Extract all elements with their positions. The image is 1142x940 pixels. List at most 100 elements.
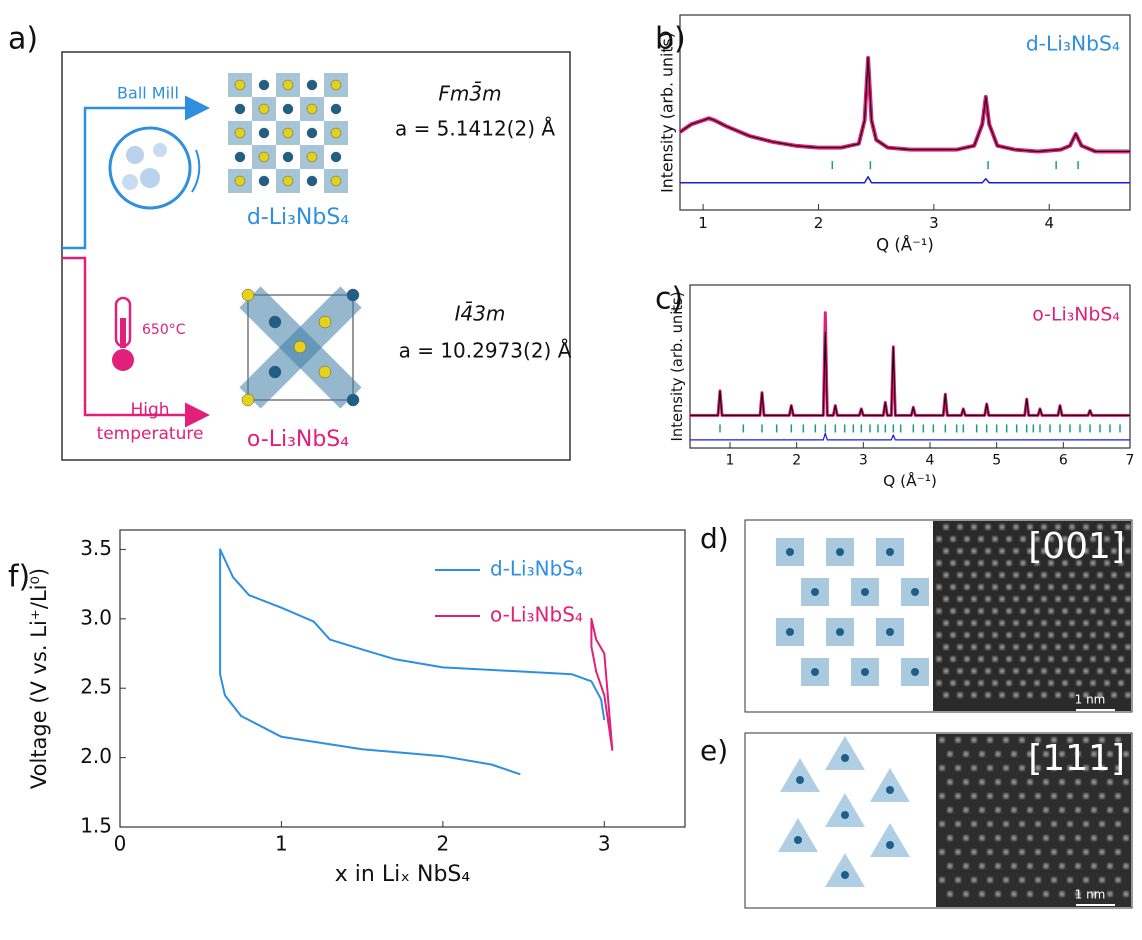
stem-dot xyxy=(936,608,942,614)
temperature-label: 650°C xyxy=(142,322,186,338)
stem-dot xyxy=(1055,668,1061,674)
atom xyxy=(330,79,342,91)
stem-dot xyxy=(999,692,1005,698)
stem-dot xyxy=(1062,536,1068,542)
data-line xyxy=(690,311,1130,417)
stem-dot xyxy=(1043,863,1049,869)
stem-dot xyxy=(955,877,961,883)
stem-dot xyxy=(971,692,977,698)
stem-dot xyxy=(1027,751,1033,757)
stem-dot xyxy=(964,680,970,686)
stem-dot xyxy=(1091,835,1097,841)
stem-dot xyxy=(1003,765,1009,771)
stem-dot xyxy=(978,680,984,686)
stem-dot xyxy=(1027,572,1033,578)
stem-dot xyxy=(971,849,977,855)
atom xyxy=(268,365,282,379)
stem-dot xyxy=(1107,863,1113,869)
synthesis-diagram: a) Ball Mill 650°C High temperature Fm3̄… xyxy=(8,22,572,461)
stem-dot xyxy=(995,807,1001,813)
stem-dot xyxy=(939,877,945,883)
stem-dot xyxy=(1125,668,1131,674)
stem-dot xyxy=(1043,891,1049,897)
x-tick-label: 6 xyxy=(1059,453,1068,469)
stem-dot xyxy=(1035,737,1041,743)
stem-dot xyxy=(1090,560,1096,566)
stem-dot xyxy=(1097,524,1103,530)
stem-dot xyxy=(1027,807,1033,813)
stem-dot xyxy=(985,644,991,650)
stem-dot xyxy=(957,572,963,578)
stem-dot xyxy=(987,737,993,743)
stem-dot xyxy=(1104,536,1110,542)
stem-dot xyxy=(1048,656,1054,662)
stem-dot xyxy=(1041,572,1047,578)
stem-dot xyxy=(985,548,991,554)
atom xyxy=(258,127,270,139)
stem-dot xyxy=(1011,807,1017,813)
stem-dot xyxy=(995,863,1001,869)
stem-dot xyxy=(1011,891,1017,897)
stem-dot xyxy=(1006,608,1012,614)
stem-dot xyxy=(985,572,991,578)
stem-dot xyxy=(995,835,1001,841)
stem-image xyxy=(933,521,1131,711)
stem-dot xyxy=(1115,849,1121,855)
stem-image xyxy=(936,734,1131,907)
stem-dot xyxy=(1020,560,1026,566)
stem-dot xyxy=(950,656,956,662)
stem-dot xyxy=(1083,620,1089,626)
stem-dot xyxy=(971,572,977,578)
atom xyxy=(794,836,802,844)
stem-dot xyxy=(1091,807,1097,813)
stem-dot xyxy=(1051,793,1057,799)
stem-dot xyxy=(950,632,956,638)
stem-dot xyxy=(1115,793,1121,799)
x-axis-label: Q (Å⁻¹) xyxy=(883,471,937,490)
stem-dot xyxy=(1003,877,1009,883)
stem-dot xyxy=(939,821,945,827)
stem-dot xyxy=(992,560,998,566)
y-tick-label: 2.5 xyxy=(80,675,112,699)
stem-dot xyxy=(1097,548,1103,554)
stem-dot xyxy=(985,524,991,530)
stem-dot xyxy=(1027,692,1033,698)
stem-dot xyxy=(1076,560,1082,566)
stem-dot xyxy=(1006,656,1012,662)
phase-name: d-Li₃NbS₄ xyxy=(247,205,349,230)
stem-dot xyxy=(1125,620,1131,626)
x-tick-label: 1 xyxy=(275,832,288,856)
panel-label: d) xyxy=(700,522,729,555)
data-line xyxy=(590,617,614,751)
data-line xyxy=(219,548,606,776)
stem-dot xyxy=(1097,668,1103,674)
lattice-parameter: a = 10.2973(2) Å xyxy=(399,339,572,363)
stem-dot xyxy=(1107,779,1113,785)
stem-dot xyxy=(1104,560,1110,566)
stem-dot xyxy=(1041,596,1047,602)
stem-dot xyxy=(957,524,963,530)
atom xyxy=(886,548,894,556)
stem-dot xyxy=(1099,737,1105,743)
stem-dot xyxy=(1118,536,1124,542)
stem-dot xyxy=(957,692,963,698)
space-group: I4̄3m xyxy=(455,301,506,326)
panel-label: b) xyxy=(655,22,686,57)
stem-dot xyxy=(1104,680,1110,686)
x-tick-label: 2 xyxy=(792,453,801,469)
stem-dot xyxy=(1013,548,1019,554)
stem-dot xyxy=(1090,656,1096,662)
x-tick-label: 3 xyxy=(929,214,939,232)
stem-dot xyxy=(1118,584,1124,590)
stem-dot xyxy=(992,656,998,662)
stem-dot xyxy=(1020,656,1026,662)
stem-dot xyxy=(1115,877,1121,883)
atom xyxy=(330,175,342,187)
stem-dot xyxy=(955,737,961,743)
atom xyxy=(234,103,246,115)
stem-dot xyxy=(971,524,977,530)
stem-dot xyxy=(936,560,942,566)
atom xyxy=(258,79,270,91)
